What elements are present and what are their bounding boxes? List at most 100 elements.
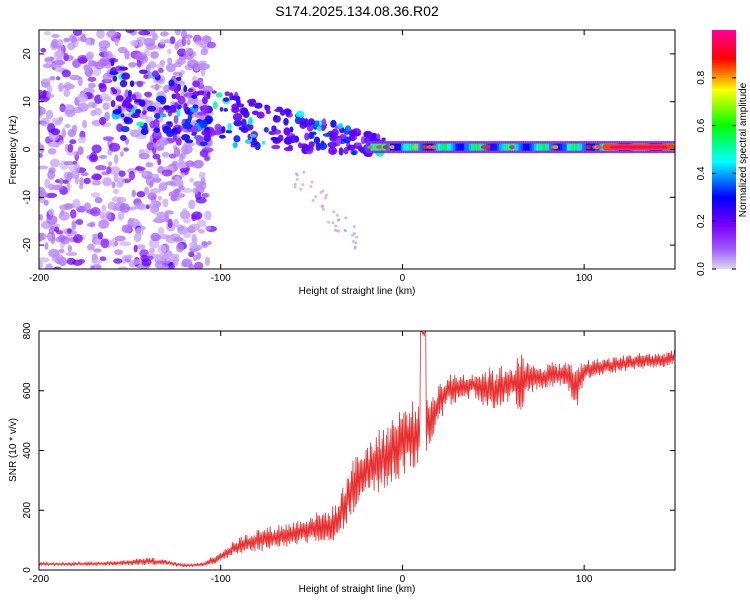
spectrogram-cell [321, 207, 325, 211]
spectrogram-cell [141, 258, 152, 267]
spectrogram-cell [72, 198, 81, 209]
spectrogram-cell [133, 202, 146, 210]
spectrogram-cell [194, 261, 204, 269]
spectrogram-cell [173, 237, 184, 242]
spectrogram-cell [453, 143, 457, 151]
spectrogram-cell [74, 163, 81, 173]
spectrogram-cell [335, 229, 339, 233]
spectrogram-cell [96, 30, 105, 39]
snr-ylabel: SNR (10 * v/v) [8, 418, 19, 482]
spectrogram-cell [111, 181, 116, 189]
spectrogram-cell [503, 143, 507, 151]
spectrogram-cell [382, 145, 389, 149]
spectrogram-cell [125, 96, 133, 103]
spectrogram-cell [59, 106, 66, 112]
spectrogram-cell [119, 66, 129, 71]
spectrogram-cell [157, 67, 164, 74]
spectrogram-cell [153, 127, 161, 133]
spectrogram-cell [254, 102, 263, 109]
spectrogram-cell [396, 143, 400, 151]
spectrogram-cell [196, 251, 202, 260]
spectrogram-cell [48, 167, 56, 174]
spectrogram-cell [173, 188, 182, 193]
y-tick-label: 800 [22, 322, 33, 339]
spectrogram-cell [63, 37, 70, 43]
spectrogram-cell [189, 241, 198, 249]
spectrogram-cell [139, 114, 149, 120]
spectrogram-cell [344, 216, 348, 220]
spectrogram-cell [199, 150, 209, 158]
spectrogram-cell [119, 151, 124, 157]
spectrogram-cell [39, 106, 46, 116]
spectrogram-cell [327, 220, 331, 224]
spectrogram-cell [533, 143, 537, 151]
spectrogram-cell [91, 180, 102, 186]
spectrogram-cell [183, 217, 191, 224]
spectrogram-cell [199, 106, 204, 111]
spectrogram-cell [490, 143, 494, 151]
x-tick-label: 100 [576, 574, 593, 585]
spectrogram-cell [58, 234, 66, 242]
spectrogram-cell [182, 187, 193, 193]
spectrogram-cell [150, 173, 160, 178]
spectrogram-cell [39, 257, 50, 263]
spectrogram-cell [130, 39, 138, 47]
spectrogram-cell [231, 95, 241, 101]
spectrogram-cell [284, 136, 293, 145]
spectrogram-cell [167, 57, 173, 65]
spectrogram-cell [299, 187, 303, 191]
spectrogram-cell [99, 116, 107, 126]
spectrogram-cell [191, 131, 197, 136]
spectrogram-cell [174, 61, 183, 68]
y-tick-label: 10 [22, 96, 33, 108]
spectrogram-cell [322, 133, 333, 137]
spectrogram-cell [596, 145, 603, 149]
spectrogram-cell [71, 124, 78, 133]
spectrogram-cell [154, 101, 162, 109]
spectrogram-cell [205, 225, 212, 231]
spectrogram-cell [212, 101, 218, 110]
colorbar-tick-label: 0.8 [696, 70, 707, 84]
spectrogram-cell [158, 182, 168, 191]
spectrogram-cell [53, 66, 66, 73]
spectrogram-cell [360, 136, 366, 145]
spectrogram-cell [568, 143, 572, 151]
spectrogram-cell [124, 226, 132, 234]
spectrogram-cell [367, 145, 374, 149]
spectrogram-cell [525, 143, 529, 151]
y-tick-label: -10 [22, 190, 33, 205]
spectrogram-cell [53, 60, 66, 66]
spectrogram-cell [496, 143, 500, 151]
spectrogram-cell [232, 142, 238, 148]
spectrogram-cell [79, 177, 84, 186]
spectrogram-cell [200, 48, 209, 56]
spectrogram-cell [148, 247, 155, 254]
spectrogram-cell [174, 30, 181, 36]
spectrogram-cell [66, 257, 76, 265]
spectrogram-cell [174, 175, 181, 186]
spectrogram-cell [192, 187, 199, 195]
spectrogram-cell [338, 147, 344, 156]
spectrogram-cell [176, 242, 185, 253]
spectrogram-cell [330, 119, 337, 128]
spectrogram-cell [204, 210, 212, 221]
x-tick-label: -200 [29, 574, 49, 585]
spectrogram-cell [204, 256, 211, 267]
spectrogram-cell [150, 84, 162, 90]
spectrogram-cell [157, 244, 167, 254]
spectrogram-cell [138, 99, 146, 107]
spectrogram-cell [53, 266, 62, 269]
spectrogram-cell [355, 235, 359, 239]
spectrogram-cell [538, 143, 542, 151]
spectrogram-cell [135, 244, 146, 250]
spectrogram-cell [198, 171, 206, 180]
spectrogram-cell [173, 256, 179, 267]
spectrogram-cell [153, 253, 162, 260]
spectrogram-cell [117, 176, 125, 186]
spectrogram-cell [238, 126, 248, 131]
figure-title: S174.2025.134.08.36.R02 [275, 3, 439, 19]
spectrogram-cell [271, 144, 281, 150]
spectrogram-cell [352, 225, 356, 229]
colorbar-tick-label: 0.4 [696, 166, 707, 180]
